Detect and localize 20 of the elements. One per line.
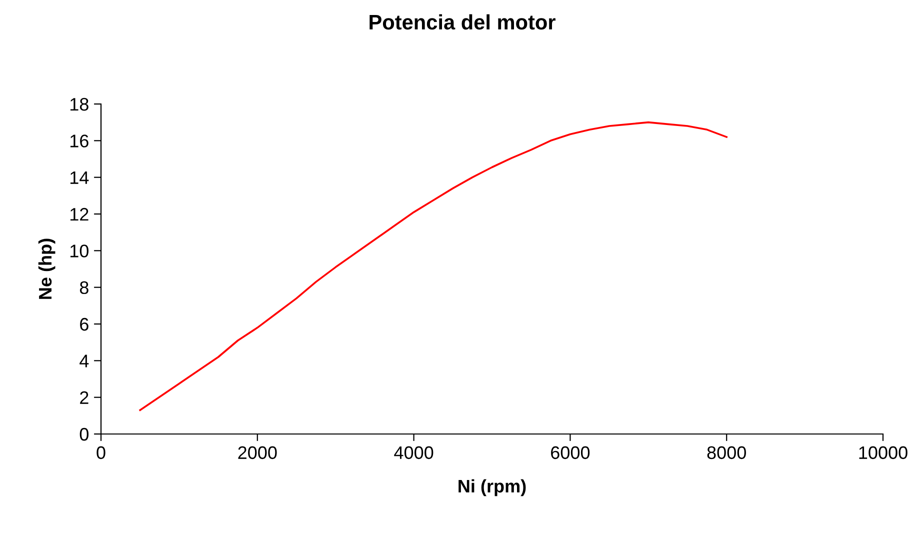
x-tick-label: 10000 [859, 446, 908, 460]
x-tick-label: 8000 [707, 446, 746, 460]
x-tick-label: 4000 [394, 446, 434, 460]
chart-title: Potencia del motor [370, 14, 556, 30]
y-tick-label: 18 [70, 98, 88, 111]
x-tick-label: 2000 [238, 446, 277, 460]
x-tick-label: 0 [96, 446, 106, 460]
y-tick-label: 14 [70, 171, 89, 184]
y-tick-label: 0 [80, 428, 88, 441]
y-axis-title: Ne (hp) [38, 238, 56, 299]
y-tick-label: 6 [80, 318, 88, 331]
x-axis-title: Ni (rpm) [458, 479, 526, 496]
line-series [139, 121, 728, 412]
x-tick-label: 6000 [551, 446, 590, 460]
y-tick-label: 10 [70, 244, 88, 258]
y-tick-label: 2 [80, 391, 88, 404]
y-tick-label: 8 [80, 281, 88, 294]
y-tick-label: 4 [80, 354, 89, 368]
y-tick-label: 12 [70, 208, 88, 221]
y-tick-label: 16 [70, 134, 88, 148]
